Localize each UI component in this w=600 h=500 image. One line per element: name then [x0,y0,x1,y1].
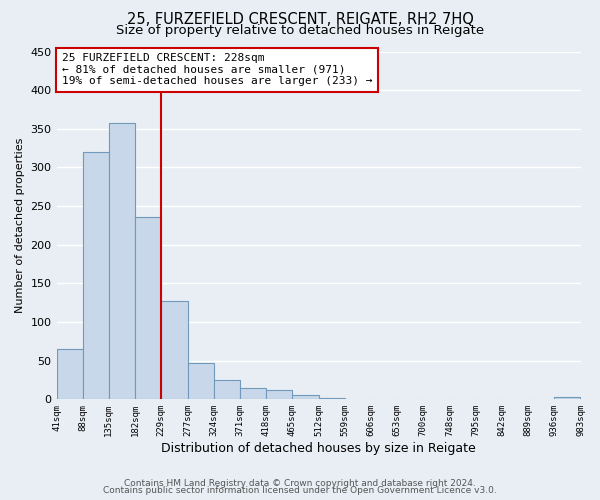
Bar [56,349,83,400]
Text: 25, FURZEFIELD CRESCENT, REIGATE, RH2 7HQ: 25, FURZEFIELD CRESCENT, REIGATE, RH2 7H… [127,12,473,28]
Bar [240,388,266,400]
Text: Size of property relative to detached houses in Reigate: Size of property relative to detached ho… [116,24,484,37]
Bar [554,397,580,400]
Bar [161,301,188,400]
Bar [319,398,344,400]
Bar [83,152,109,400]
Bar [135,217,161,400]
Bar [109,122,135,400]
Text: 25 FURZEFIELD CRESCENT: 228sqm
← 81% of detached houses are smaller (971)
19% of: 25 FURZEFIELD CRESCENT: 228sqm ← 81% of … [62,53,372,86]
Bar [397,398,423,400]
Text: Contains public sector information licensed under the Open Government Licence v3: Contains public sector information licen… [103,486,497,495]
Bar [188,363,214,400]
X-axis label: Distribution of detached houses by size in Reigate: Distribution of detached houses by size … [161,442,476,455]
Bar [292,396,319,400]
Text: Contains HM Land Registry data © Crown copyright and database right 2024.: Contains HM Land Registry data © Crown c… [124,478,476,488]
Bar [214,380,240,400]
Y-axis label: Number of detached properties: Number of detached properties [15,138,25,313]
Bar [476,398,502,400]
Bar [266,390,292,400]
Bar [344,398,371,400]
